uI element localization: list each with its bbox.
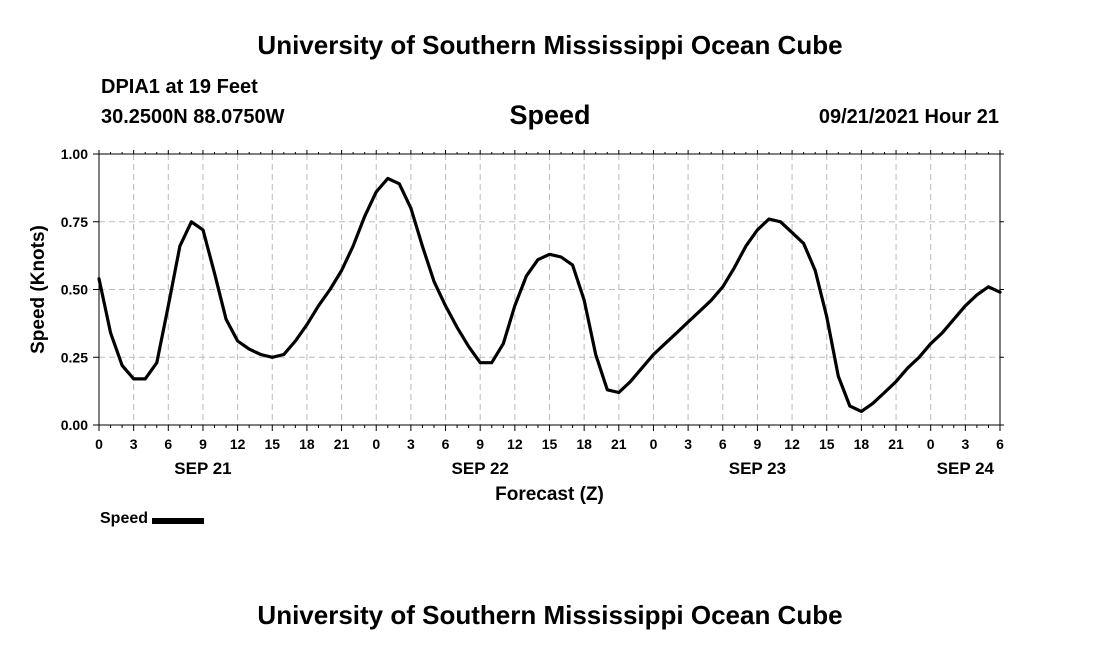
page-title: University of Southern Mississippi Ocean… bbox=[257, 30, 843, 60]
x-tick-label: 18 bbox=[854, 436, 870, 452]
forecast-datetime: 09/21/2021 Hour 21 bbox=[818, 106, 999, 128]
y-tick-label: 0.00 bbox=[61, 417, 88, 433]
x-tick-label: 9 bbox=[754, 436, 762, 452]
date-label: SEP 24 bbox=[937, 459, 995, 478]
x-tick-label: 9 bbox=[476, 436, 484, 452]
series-layer bbox=[97, 176, 1002, 413]
date-label: SEP 21 bbox=[174, 459, 231, 478]
legend: Speed bbox=[100, 510, 205, 528]
footer-title: University of Southern Mississippi Ocean… bbox=[257, 600, 843, 630]
x-tick-label: 21 bbox=[611, 436, 627, 452]
x-tick-label: 18 bbox=[576, 436, 592, 452]
x-tick-label: 15 bbox=[264, 436, 280, 452]
x-tick-label: 9 bbox=[199, 436, 207, 452]
x-tick-label: 21 bbox=[334, 436, 350, 452]
x-tick-label: 15 bbox=[819, 436, 835, 452]
x-tick-label: 0 bbox=[372, 436, 380, 452]
x-tick-label: 0 bbox=[650, 436, 658, 452]
x-tick-label: 0 bbox=[927, 436, 935, 452]
x-tick-label: 18 bbox=[299, 436, 315, 452]
date-label: SEP 23 bbox=[729, 459, 786, 478]
x-tick-label: 12 bbox=[230, 436, 246, 452]
axis-ticks bbox=[93, 150, 1004, 431]
series-line-speed bbox=[97, 176, 1002, 413]
x-tick-label: 3 bbox=[407, 436, 415, 452]
x-tick-label: 12 bbox=[507, 436, 523, 452]
chart-title: Speed bbox=[509, 100, 591, 130]
date-label: SEP 22 bbox=[452, 459, 509, 478]
y-tick-label: 0.25 bbox=[61, 349, 88, 365]
x-tick-label: 15 bbox=[542, 436, 558, 452]
x-tick-label: 6 bbox=[164, 436, 172, 452]
station-name: DPIA1 at 19 Feet bbox=[101, 76, 258, 98]
x-tick-label: 6 bbox=[442, 436, 450, 452]
y-tick-label: 0.50 bbox=[61, 282, 88, 298]
x-tick-label: 21 bbox=[888, 436, 904, 452]
x-tick-label: 0 bbox=[95, 436, 103, 452]
x-tick-label: 3 bbox=[130, 436, 138, 452]
x-axis-label: Forecast (Z) bbox=[495, 484, 604, 505]
y-tick-label: 1.00 bbox=[61, 146, 88, 162]
x-tick-label: 3 bbox=[961, 436, 969, 452]
grid-lines bbox=[99, 154, 1000, 425]
legend-label: Speed bbox=[100, 510, 149, 527]
x-tick-label: 6 bbox=[719, 436, 727, 452]
station-coordinates: 30.2500N 88.0750W bbox=[101, 106, 285, 128]
y-tick-label: 0.75 bbox=[61, 214, 88, 230]
x-tick-label: 6 bbox=[996, 436, 1004, 452]
legend-swatch bbox=[152, 518, 205, 524]
axis-labels: 0 3 6 9 12 15 18 21 0 3 6 9 12 15 18 21 0 3 6 9 12 15 18 21 0 3 6 0… bbox=[28, 146, 1004, 505]
x-tick-label: 12 bbox=[784, 436, 800, 452]
y-axis-label: Speed (Knots) bbox=[28, 225, 49, 354]
x-tick-label: 3 bbox=[684, 436, 692, 452]
